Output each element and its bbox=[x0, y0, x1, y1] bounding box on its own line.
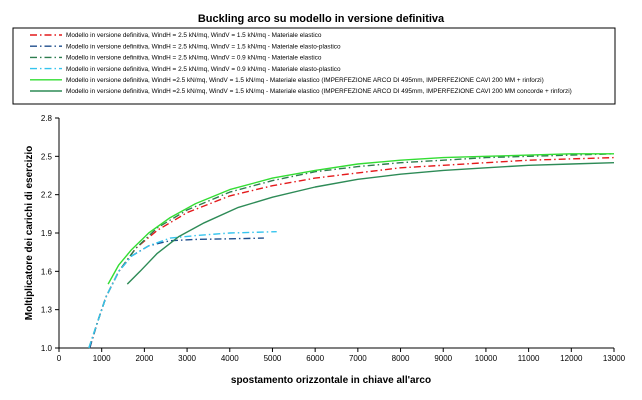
x-tick-label: 8000 bbox=[392, 354, 410, 363]
x-axis-label: spostamento orizzontale in chiave all'ar… bbox=[231, 375, 431, 386]
legend-label-4: Modello in versione definitiva, WindH = … bbox=[66, 66, 341, 73]
x-tick-label: 4000 bbox=[221, 354, 239, 363]
series-line-2 bbox=[89, 237, 264, 349]
series-line-6 bbox=[126, 162, 615, 285]
plot-area: 0 1000 2000 3000 4000 5000 6000 7000 8000 9000 100… bbox=[41, 114, 626, 363]
y-tick-label: 1.0 bbox=[41, 344, 53, 353]
y-axis-label: Moltiplicatore dei carichi di esercizio bbox=[24, 146, 35, 321]
series-line-5 bbox=[107, 153, 614, 285]
legend: Modello in versione definitiva, WindH = … bbox=[30, 32, 572, 95]
series-line-1 bbox=[89, 156, 615, 349]
x-tick-label: 1000 bbox=[93, 354, 111, 363]
legend-label-2: Modello in versione definitiva, WindH = … bbox=[66, 43, 341, 50]
legend-label-3: Modello in versione definitiva, WindH = … bbox=[66, 55, 322, 62]
y-tick-label: 2.8 bbox=[41, 114, 53, 123]
legend-label-1: Modello in versione definitiva, WindH = … bbox=[66, 32, 322, 39]
x-tick-label: 9000 bbox=[434, 354, 452, 363]
x-tick-label: 11000 bbox=[518, 354, 540, 363]
x-tick-label: 10000 bbox=[475, 354, 498, 363]
y-tick-label: 1.3 bbox=[41, 306, 53, 315]
x-tick-label: 3000 bbox=[178, 354, 196, 363]
y-tick-label: 2.2 bbox=[41, 191, 53, 200]
legend-label-5: Modello in versione definitiva, WindH =2… bbox=[66, 77, 544, 84]
y-tick-label: 2.5 bbox=[41, 152, 53, 161]
legend-label-6: Modello in versione definitiva, WindH =2… bbox=[66, 88, 572, 95]
x-tick-label: 0 bbox=[57, 354, 62, 363]
chart-title: Buckling arco su modello in versione def… bbox=[198, 13, 445, 25]
legend-box bbox=[12, 27, 616, 105]
y-tick-label: 1.6 bbox=[41, 267, 53, 276]
x-tick-label: 2000 bbox=[135, 354, 153, 363]
x-tick-label: 5000 bbox=[264, 354, 282, 363]
x-tick-label: 12000 bbox=[560, 354, 583, 363]
x-tick-label: 13000 bbox=[603, 354, 626, 363]
series-line-3 bbox=[88, 153, 615, 349]
series-line-4 bbox=[88, 231, 277, 349]
y-tick-label: 1.9 bbox=[41, 229, 53, 238]
x-tick-label: 6000 bbox=[306, 354, 324, 363]
x-tick-label: 7000 bbox=[349, 354, 367, 363]
